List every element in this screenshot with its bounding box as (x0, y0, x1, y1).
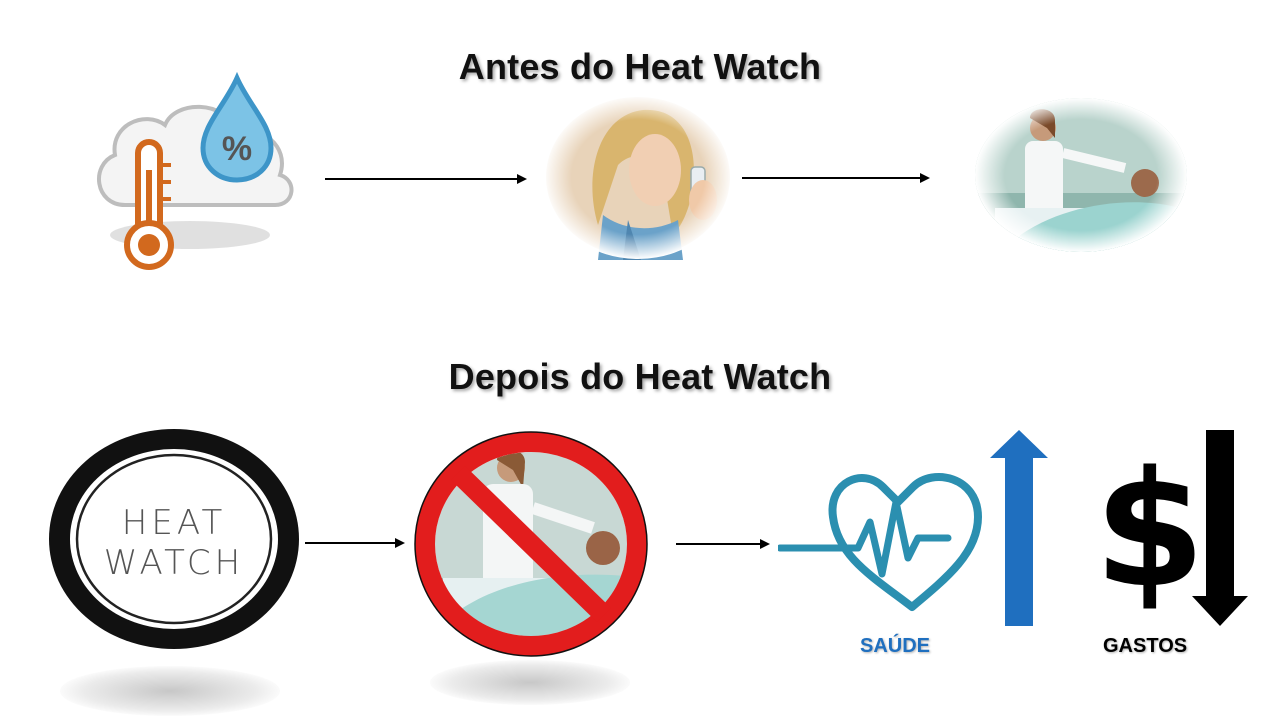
percent-symbol: % (222, 130, 252, 168)
no-hospital-icon (414, 431, 648, 657)
logo-shadow (60, 666, 280, 716)
logo-line-1: HEAT (121, 503, 227, 543)
hospital-doctor-patient-icon (975, 98, 1187, 252)
health-label: SAÚDE (860, 635, 931, 657)
arrow-right-icon (742, 173, 930, 183)
heat-watch-logo: HEAT WATCH (47, 427, 301, 651)
arrow-right-icon (325, 174, 527, 184)
asthma-inhaler-icon (543, 95, 733, 260)
heart-pulse-icon (778, 473, 982, 611)
sign-shadow (430, 660, 630, 705)
dollar-icon: $ (1094, 436, 1206, 623)
logo-line-2: WATCH (103, 543, 245, 583)
before-title: Antes do Heat Watch (458, 46, 822, 87)
arrow-down-icon (1192, 430, 1248, 626)
arrow-up-icon (990, 430, 1048, 626)
costs-label: GASTOS (1103, 635, 1188, 657)
arrow-right-icon (676, 539, 770, 549)
after-title: Depois do Heat Watch (448, 356, 832, 397)
weather-humidity-temperature-icon: % (97, 71, 294, 270)
arrow-right-icon (305, 538, 405, 548)
watch-ring-icon (49, 429, 299, 649)
